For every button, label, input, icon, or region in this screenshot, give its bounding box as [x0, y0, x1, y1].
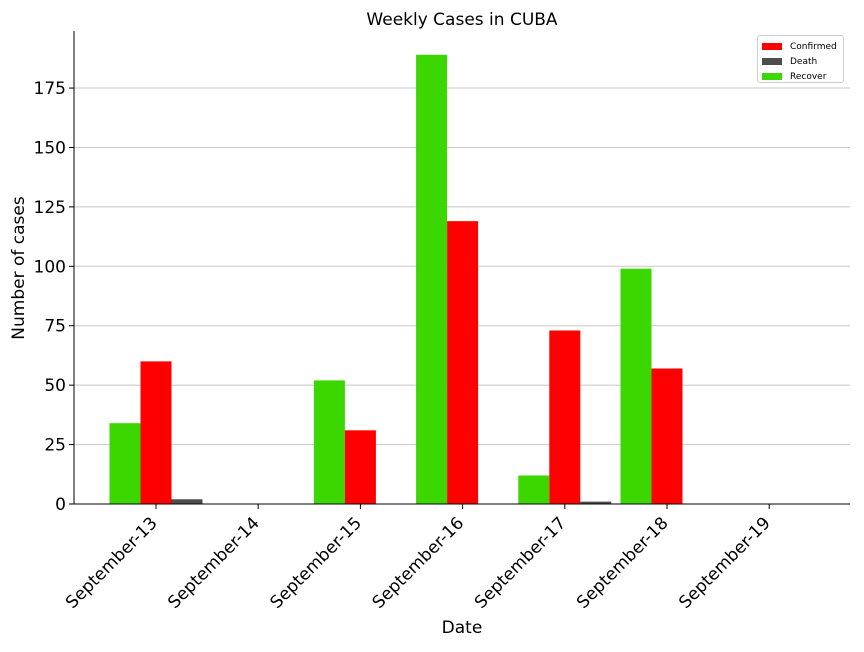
x-tick-label: September-16: [369, 513, 468, 612]
y-tick-label: 125: [34, 198, 66, 218]
y-tick-label: 100: [34, 257, 66, 277]
y-tick-label: 50: [44, 376, 66, 396]
x-tick-label: September-14: [164, 513, 263, 612]
bar-recover: [416, 54, 448, 504]
x-axis-label: Date: [442, 618, 483, 638]
legend-swatch: [762, 73, 782, 80]
bar-recover: [313, 380, 345, 504]
x-tick-label: September-17: [471, 513, 570, 612]
bar-recover: [109, 423, 141, 504]
legend: Confirmed Death Recover: [757, 35, 844, 83]
axis-layer: [73, 31, 850, 505]
y-tick-label: 0: [55, 495, 66, 515]
bar-confirmed: [344, 430, 376, 504]
legend-label: Death: [790, 56, 818, 67]
legend-label: Confirmed: [790, 41, 837, 52]
bar-confirmed: [447, 221, 479, 504]
bar-death: [580, 501, 612, 504]
y-tick-label: 150: [34, 138, 66, 158]
x-tick-label: September-15: [266, 513, 365, 612]
y-tick-label: 75: [44, 317, 66, 337]
bar-layer: [109, 54, 683, 504]
bar-confirmed: [651, 368, 683, 504]
bar-recover: [518, 475, 550, 504]
legend-swatch: [762, 58, 782, 65]
x-tick-label: September-18: [573, 513, 672, 612]
chart-title: Weekly Cases in CUBA: [366, 10, 558, 30]
legend-item: Recover: [762, 69, 839, 84]
bar-confirmed: [140, 361, 172, 504]
y-axis-label: Number of cases: [9, 196, 29, 340]
x-tick-label: September-19: [675, 513, 774, 612]
bar-confirmed: [549, 330, 581, 504]
legend-swatch: [762, 43, 782, 50]
bar-recover: [620, 268, 652, 504]
y-tick-label: 175: [34, 79, 66, 99]
bar-death: [171, 499, 203, 504]
y-tick-label: 25: [44, 436, 66, 456]
legend-item: Confirmed: [762, 39, 839, 54]
x-tick-label: September-13: [62, 513, 161, 612]
legend-label: Recover: [790, 71, 827, 82]
legend-item: Death: [762, 54, 839, 69]
